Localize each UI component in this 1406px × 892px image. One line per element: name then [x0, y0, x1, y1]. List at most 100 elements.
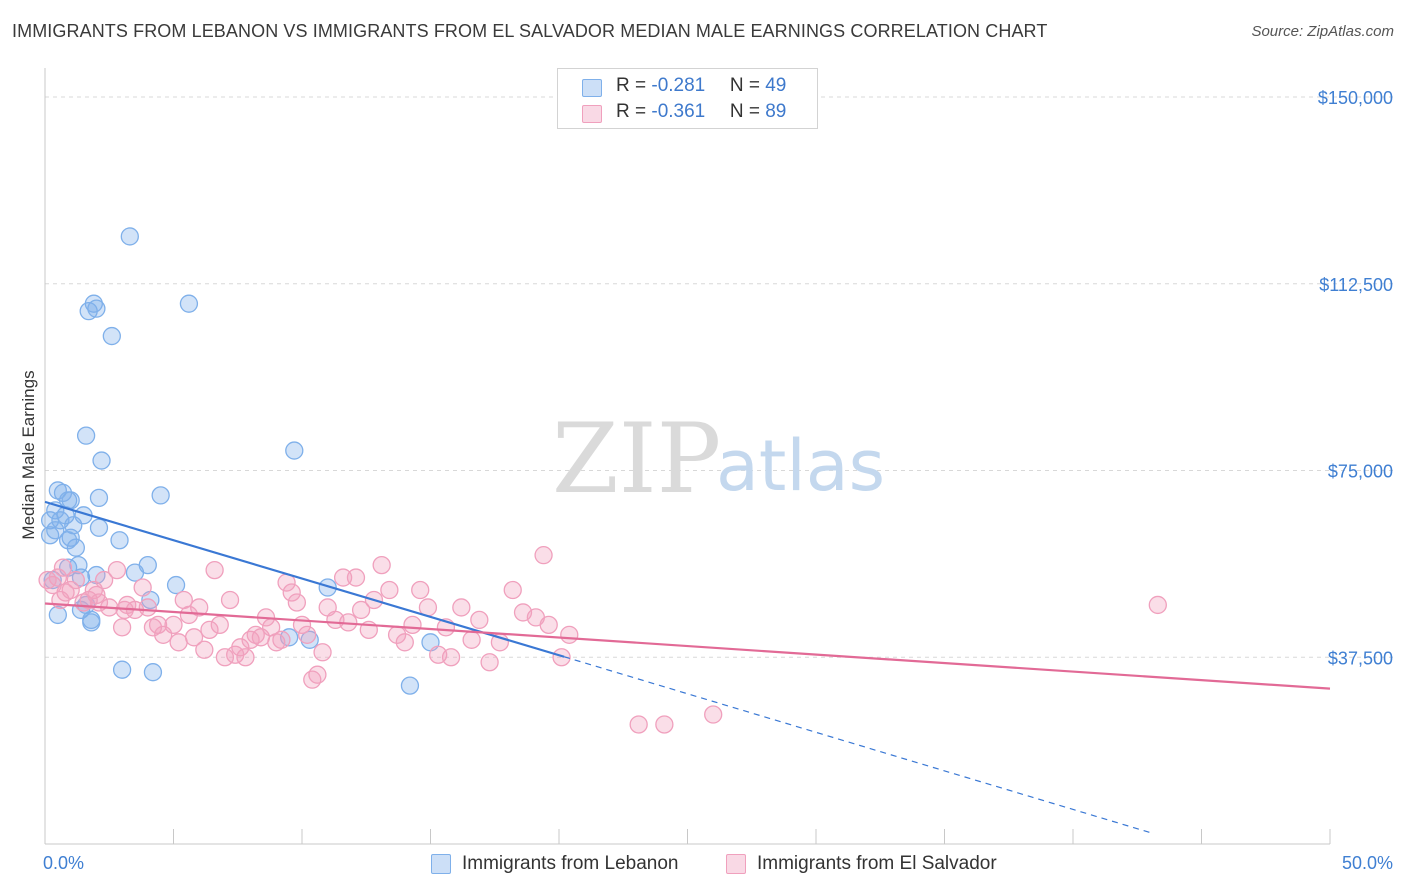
data-point	[184, 628, 204, 647]
data-point	[66, 538, 85, 557]
data-point	[272, 630, 291, 649]
trend-line	[44, 500, 565, 658]
trend-line-extension	[563, 656, 1151, 834]
data-point	[534, 546, 553, 565]
series-legend: Immigrants from Lebanon Immigrants from …	[0, 850, 1406, 880]
data-point	[66, 570, 85, 590]
data-point	[46, 521, 65, 540]
data-point	[133, 578, 152, 597]
data-point	[76, 426, 96, 445]
legend-n-label: N =	[729, 75, 766, 96]
data-point	[220, 590, 240, 610]
data-point	[148, 615, 168, 635]
legend-n-value: 89	[765, 101, 787, 122]
data-point	[480, 653, 499, 672]
legend-n-label: N =	[729, 101, 766, 122]
data-point	[333, 568, 353, 587]
data-point	[107, 560, 127, 580]
data-point	[112, 618, 132, 637]
data-point	[318, 578, 337, 597]
data-point	[303, 670, 322, 689]
data-point	[53, 558, 73, 577]
data-point	[82, 613, 101, 632]
data-point	[166, 575, 186, 595]
data-point	[552, 648, 571, 667]
data-point	[380, 580, 399, 600]
data-point	[395, 633, 414, 652]
data-point	[61, 491, 80, 510]
y-tick-labels: $37,500 $75,000 $112,500 $150,000	[1318, 88, 1393, 668]
legend-n-value: 49	[765, 75, 787, 96]
data-point	[102, 326, 121, 346]
data-point	[313, 643, 332, 662]
data-point	[58, 531, 78, 550]
data-point	[403, 615, 422, 635]
series-el-salvador-points	[38, 546, 1167, 734]
data-point	[205, 560, 224, 580]
data-point	[84, 294, 103, 313]
x-tick-label: 50.0%	[1342, 853, 1393, 873]
legend-r-label: R =	[616, 75, 652, 96]
data-point	[48, 568, 67, 587]
data-point	[285, 441, 304, 460]
data-point	[282, 583, 301, 602]
y-tick-label: $150,000	[1318, 88, 1393, 108]
data-point	[195, 640, 214, 659]
watermark-atlas: atlas	[716, 425, 885, 507]
data-point	[164, 615, 183, 635]
gridlines	[45, 96, 1395, 658]
data-point	[89, 488, 109, 508]
data-point	[138, 598, 157, 617]
data-point	[470, 610, 489, 630]
data-point	[400, 676, 420, 695]
x-tick-label: 0.0%	[43, 853, 84, 873]
x-tick-labels: 0.0% 50.0%	[43, 853, 1393, 873]
y-tick-label: $37,500	[1328, 648, 1393, 668]
trend-lines	[44, 500, 1331, 834]
data-point	[151, 486, 170, 505]
data-point	[351, 600, 371, 620]
data-point	[92, 451, 111, 470]
y-tick-label: $75,000	[1328, 462, 1393, 482]
data-point	[297, 625, 317, 644]
legend-swatch-el-salvador	[726, 854, 746, 874]
data-point	[138, 555, 157, 575]
legend-swatch-lebanon	[431, 854, 451, 874]
data-point	[179, 605, 199, 625]
data-point	[655, 715, 674, 734]
data-point	[372, 555, 391, 575]
data-point	[441, 648, 461, 667]
data-point	[560, 625, 579, 644]
trend-line	[44, 602, 1331, 690]
data-point	[87, 299, 106, 318]
watermark-zip: ZIP	[552, 403, 721, 515]
data-point	[462, 630, 481, 649]
data-point	[236, 648, 255, 667]
legend-label-el-salvador: Immigrants from El Salvador	[757, 853, 997, 874]
watermark: ZIP atlas	[552, 403, 885, 515]
data-point	[411, 580, 430, 600]
data-point	[231, 638, 250, 657]
y-axis-label: Median Male Earnings	[19, 370, 38, 539]
axes	[44, 68, 1331, 845]
source-credit: Source: ZipAtlas.com	[1251, 23, 1394, 40]
legend-swatch-lebanon	[582, 79, 602, 97]
data-point	[89, 518, 109, 537]
data-point	[704, 705, 723, 724]
data-point	[200, 620, 219, 640]
data-point	[210, 615, 229, 635]
data-point	[629, 715, 648, 734]
data-point	[40, 526, 60, 545]
legend-r-label: R =	[616, 101, 652, 122]
data-point	[300, 630, 319, 649]
legend-label-lebanon: Immigrants from Lebanon	[462, 853, 679, 874]
data-point	[190, 598, 209, 617]
data-point	[179, 294, 199, 313]
legend-r-value: -0.361	[651, 101, 706, 122]
data-point	[94, 570, 114, 590]
data-point	[48, 605, 67, 625]
chart-title: IMMIGRANTS FROM LEBANON VS IMMIGRANTS FR…	[12, 21, 1048, 41]
data-point	[452, 598, 471, 617]
correlation-legend: R = -0.281 N = 49 R = -0.361 N = 89	[557, 68, 818, 129]
